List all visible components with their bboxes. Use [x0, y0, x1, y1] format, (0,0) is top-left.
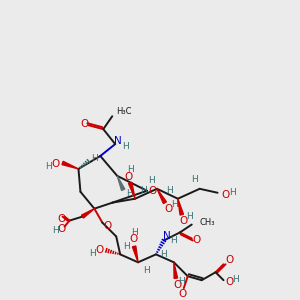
Text: O: O [193, 236, 201, 245]
Text: O: O [225, 255, 234, 265]
Text: O: O [179, 289, 187, 299]
Polygon shape [132, 246, 138, 262]
Text: O: O [52, 159, 60, 169]
Text: H: H [160, 250, 167, 259]
Text: H: H [178, 277, 185, 286]
Text: O: O [103, 220, 111, 230]
Text: O: O [225, 277, 234, 287]
Text: O: O [124, 172, 132, 182]
Text: H: H [143, 266, 149, 275]
Text: CH₃: CH₃ [200, 218, 215, 227]
Text: O: O [57, 224, 66, 233]
Text: O: O [174, 280, 182, 290]
Text: H: H [170, 236, 177, 245]
Text: H: H [229, 188, 236, 197]
Text: H: H [122, 142, 128, 151]
Text: H: H [52, 226, 59, 235]
Text: H: H [167, 186, 173, 195]
Text: H: H [232, 275, 239, 284]
Text: H: H [186, 212, 193, 221]
Text: O: O [57, 214, 66, 224]
Text: H₃C: H₃C [116, 107, 132, 116]
Text: H: H [148, 176, 155, 185]
Text: H: H [126, 189, 133, 198]
Text: H: H [89, 249, 96, 258]
Text: O: O [149, 186, 157, 196]
Text: H: H [191, 175, 198, 184]
Text: O: O [221, 190, 230, 200]
Polygon shape [178, 199, 184, 215]
Polygon shape [117, 176, 125, 190]
Text: O: O [95, 245, 103, 255]
Text: O: O [180, 216, 188, 226]
Text: N: N [114, 136, 122, 146]
Text: H: H [45, 162, 52, 171]
Text: H: H [123, 242, 130, 251]
Text: H: H [131, 228, 137, 237]
Text: O: O [165, 204, 173, 214]
Text: H: H [91, 154, 98, 164]
Polygon shape [128, 182, 135, 199]
Text: H: H [140, 186, 146, 195]
Text: H: H [127, 165, 134, 174]
Text: O: O [80, 119, 88, 129]
Text: O: O [129, 235, 137, 244]
Polygon shape [157, 189, 166, 204]
Text: N: N [163, 232, 171, 242]
Text: H: H [172, 200, 178, 209]
Polygon shape [174, 262, 178, 278]
Polygon shape [62, 161, 79, 169]
Polygon shape [82, 209, 94, 218]
